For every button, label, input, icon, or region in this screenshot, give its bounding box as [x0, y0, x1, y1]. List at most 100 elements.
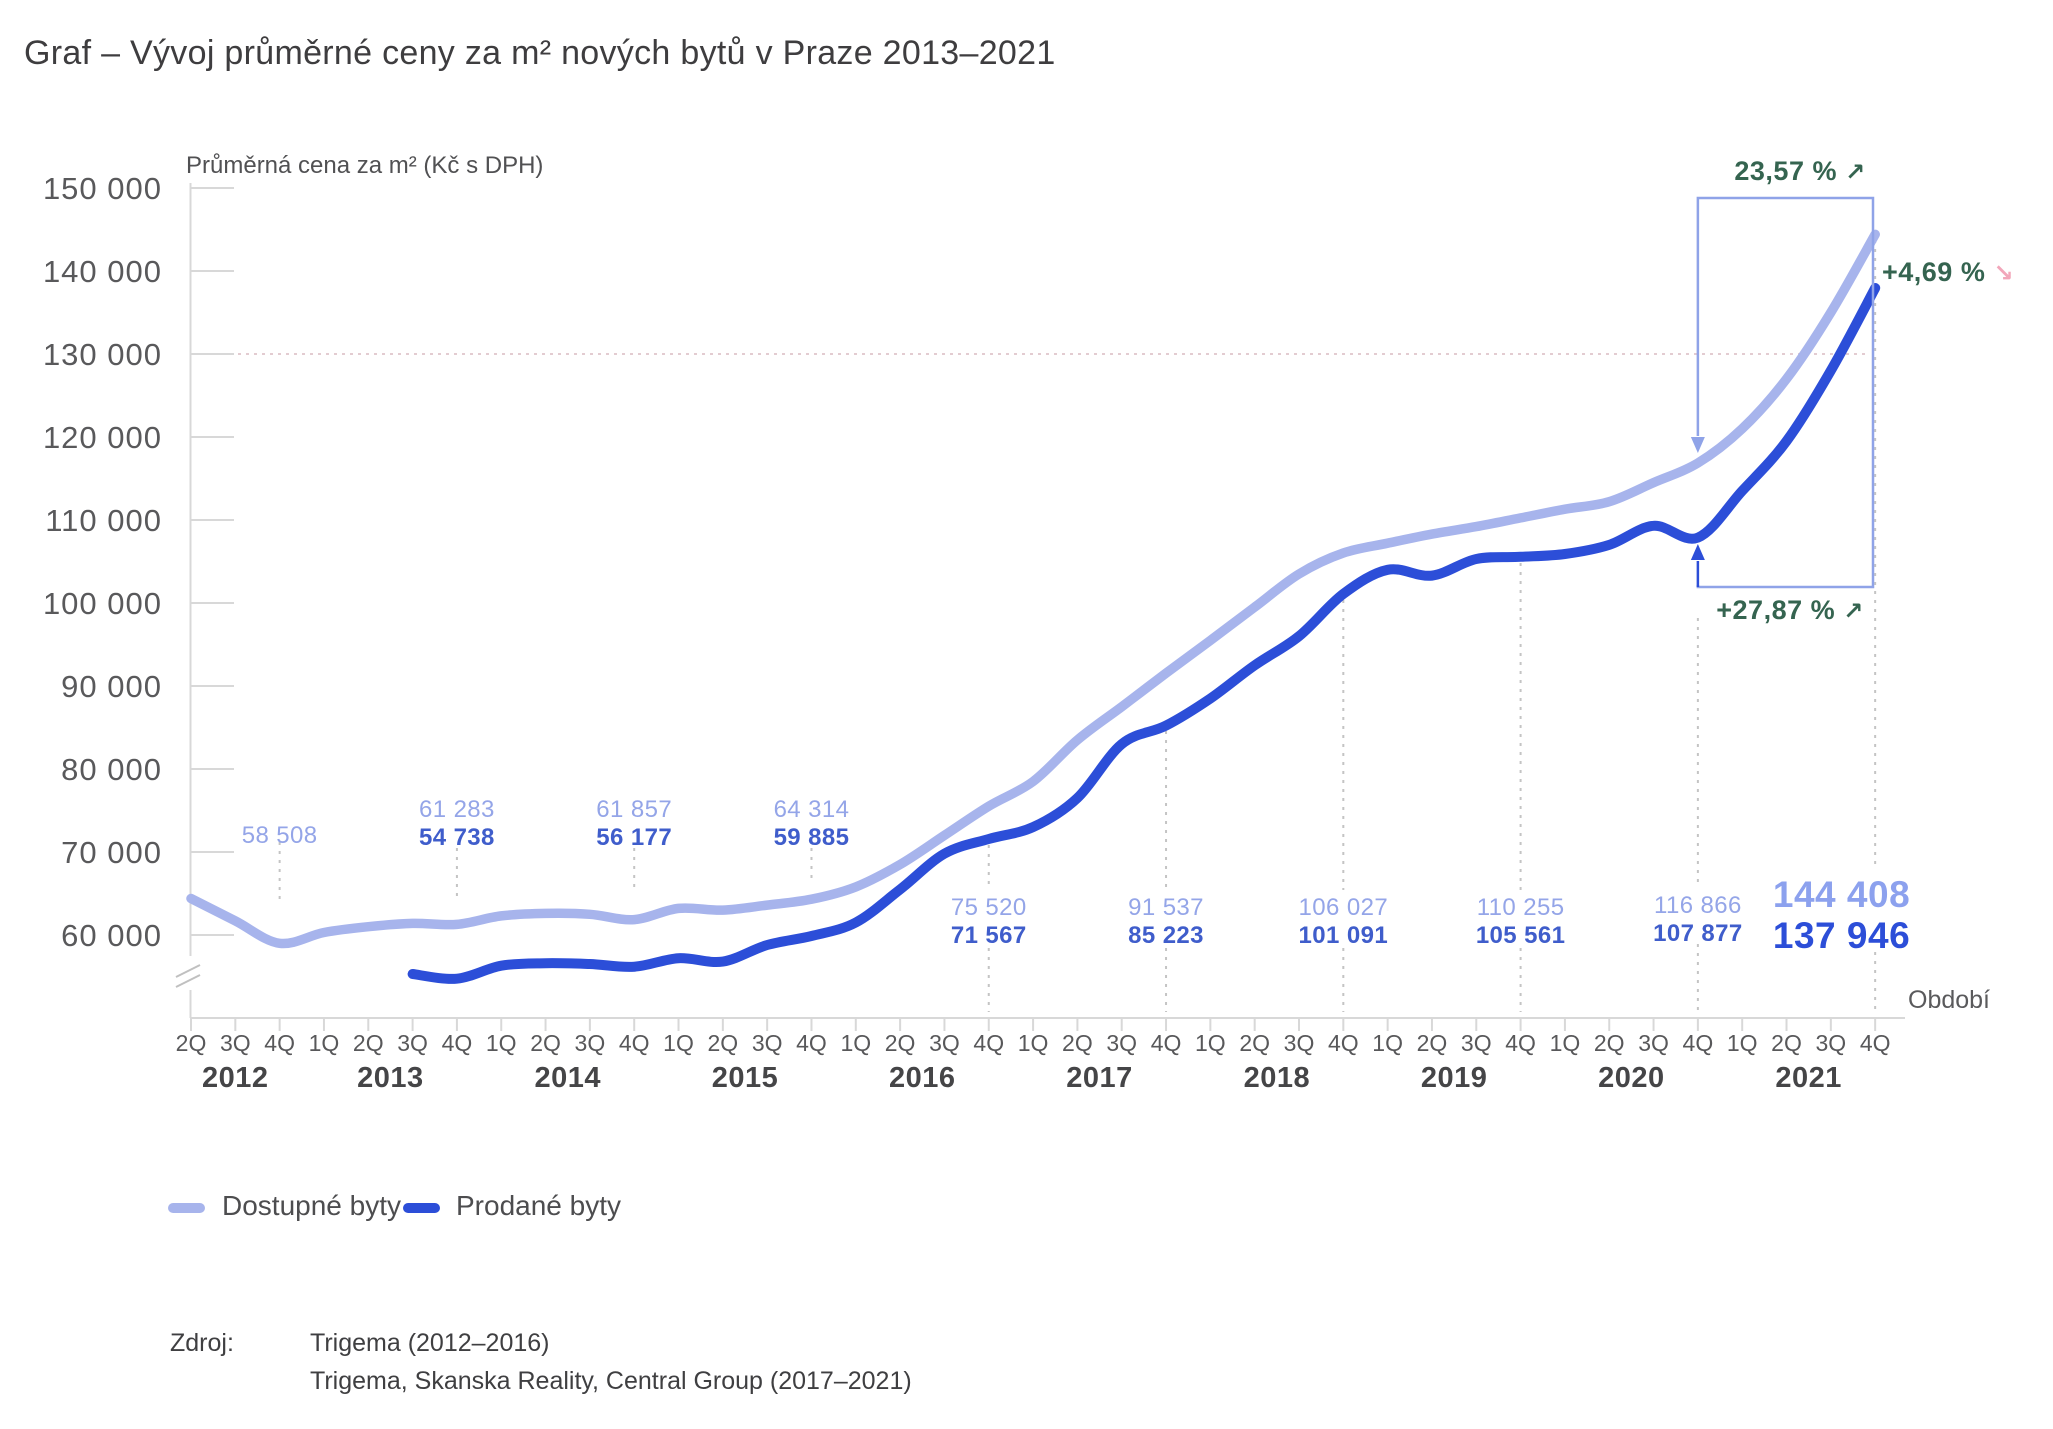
- x-year-label: 2016: [889, 1062, 956, 1094]
- x-tick-label: 3Q: [1106, 1030, 1138, 1056]
- sold-line: [407, 283, 1881, 984]
- y-tick-label: 150 000: [42, 171, 162, 206]
- sold-value: 107 877: [1653, 920, 1743, 947]
- x-tick-label: 4Q: [973, 1030, 1005, 1056]
- axis-break-slash: [175, 974, 201, 988]
- final-sold-value: 137 946: [1772, 915, 1911, 956]
- sold-value: 101 091: [1298, 922, 1389, 949]
- sold-value: 105 561: [1475, 922, 1566, 949]
- x-year-label: 2014: [534, 1062, 601, 1094]
- x-tick-label: 4Q: [1682, 1030, 1714, 1056]
- down-arrowhead: [1690, 437, 1705, 453]
- x-year-label: 2021: [1775, 1062, 1842, 1094]
- x-tick-label: 3Q: [1283, 1030, 1315, 1056]
- x-tick-label: 4Q: [264, 1030, 295, 1056]
- x-tick-label: 2Q: [1593, 1030, 1625, 1056]
- callout-values: 61 857 56 177: [539, 796, 729, 852]
- x-tick-label: 2Q: [175, 1030, 207, 1056]
- callout-values: 75 520 71 567: [894, 894, 1084, 950]
- chart-title: Graf – Vývoj průměrné ceny za m² nových …: [24, 34, 1056, 72]
- x-year-label: 2018: [1243, 1062, 1311, 1094]
- source-label: Zdroj:: [170, 1329, 234, 1357]
- callout-values: 110 255 105 561: [1426, 894, 1616, 950]
- callout-values: 91 537 85 223: [1071, 894, 1261, 950]
- y-tick-label: 110 000: [45, 503, 162, 538]
- down-right-arrow-icon: ↘: [1993, 259, 2014, 287]
- callout-final-values: 144 408 137 946: [1670, 874, 1910, 956]
- final-available-value: 144 408: [1772, 874, 1911, 915]
- callout-values: 106 027 101 091: [1248, 894, 1438, 950]
- x-tick-label: 3Q: [751, 1030, 783, 1056]
- available-value: 116 866: [1653, 892, 1742, 919]
- up-right-arrow-icon: ↗: [1843, 597, 1864, 625]
- source-line-1: Trigema (2012–2016): [310, 1329, 550, 1357]
- sold-value: 56 177: [596, 824, 673, 851]
- available-value: 61 857: [596, 796, 673, 823]
- x-year-label: 2015: [711, 1062, 779, 1094]
- legend-swatch-sold: [403, 1203, 440, 1213]
- x-tick-label: 2Q: [352, 1030, 384, 1056]
- x-tick-label: 4Q: [618, 1030, 650, 1056]
- x-tick-label: 1Q: [1195, 1030, 1226, 1056]
- x-year-label: 2013: [357, 1062, 424, 1094]
- y-tick-label: 130 000: [42, 337, 162, 372]
- sold-value: 59 885: [773, 824, 850, 851]
- source-line-2: Trigema, Skanska Reality, Central Group …: [310, 1367, 912, 1395]
- y-tick-label: 120 000: [42, 420, 162, 455]
- x-tick-label: 3Q: [1638, 1030, 1669, 1056]
- x-year-label: 2017: [1066, 1062, 1133, 1094]
- available-value: 61 283: [419, 796, 495, 823]
- x-tick-label: 4Q: [1150, 1030, 1182, 1056]
- y-tick-label: 70 000: [61, 835, 162, 870]
- available-value: 75 520: [950, 894, 1027, 921]
- x-tick-label: 2Q: [1771, 1030, 1802, 1056]
- callout-values: 61 283 54 738: [362, 796, 552, 852]
- x-tick-label: 3Q: [219, 1030, 251, 1056]
- up-arrowhead: [1690, 544, 1705, 560]
- x-tick-label: 2Q: [884, 1030, 916, 1056]
- annotation-available-growth: 23,57 % ↗: [1650, 156, 1950, 187]
- x-tick-label: 2Q: [1239, 1030, 1271, 1056]
- x-tick-label: 3Q: [1815, 1030, 1847, 1056]
- x-tick-label: 1Q: [840, 1030, 872, 1056]
- up-right-arrow-icon: ↗: [1844, 158, 1866, 186]
- available-value: 58 508: [241, 822, 318, 849]
- x-year-label: 2020: [1598, 1062, 1665, 1094]
- available-value: 91 537: [1128, 894, 1204, 921]
- y-tick-label: 80 000: [61, 752, 162, 787]
- x-tick-label: 3Q: [1460, 1030, 1492, 1056]
- x-tick-label: 1Q: [1372, 1030, 1403, 1056]
- legend-label-sold: Prodané byty: [456, 1190, 621, 1221]
- x-tick-label: 4Q: [1505, 1030, 1536, 1056]
- x-year-label: 2012: [202, 1062, 269, 1094]
- x-tick-label: 4Q: [1859, 1030, 1891, 1056]
- available-value: 110 255: [1476, 894, 1565, 921]
- x-tick-label: 3Q: [574, 1030, 606, 1056]
- comparison-bracket: [1696, 196, 1875, 589]
- x-tick-label: 3Q: [929, 1030, 960, 1056]
- callout-values: 116 866 107 877: [1603, 892, 1793, 948]
- annotation-gap-text: +4,69 %: [1882, 257, 1986, 287]
- x-tick-label: 1Q: [485, 1030, 517, 1056]
- x-tick-label: 1Q: [1549, 1030, 1581, 1056]
- sold-value: 85 223: [1128, 922, 1204, 949]
- x-tick-label: 1Q: [308, 1030, 340, 1056]
- legend-swatch-available: [168, 1203, 205, 1213]
- x-tick-label: 2Q: [1062, 1030, 1093, 1056]
- annotation-sold-growth: +27,87 % ↗: [1640, 595, 1940, 626]
- y-axis-label: Průměrná cena za m² (Kč s DPH): [186, 152, 544, 179]
- y-tick-label: 60 000: [61, 918, 162, 953]
- x-tick-label: 3Q: [397, 1030, 428, 1056]
- annotation-sold-growth-text: +27,87 %: [1716, 595, 1836, 625]
- x-tick-label: 4Q: [796, 1030, 827, 1056]
- sold-value: 54 738: [419, 824, 495, 851]
- x-year-label: 2019: [1420, 1062, 1488, 1094]
- x-axis-label: Období: [1908, 986, 1991, 1014]
- x-tick-label: 4Q: [1327, 1030, 1359, 1056]
- y-tick-label: 140 000: [42, 254, 162, 289]
- x-tick-label: 1Q: [663, 1030, 694, 1056]
- callout-values: 58 508: [185, 822, 375, 850]
- available-line: [186, 229, 1880, 949]
